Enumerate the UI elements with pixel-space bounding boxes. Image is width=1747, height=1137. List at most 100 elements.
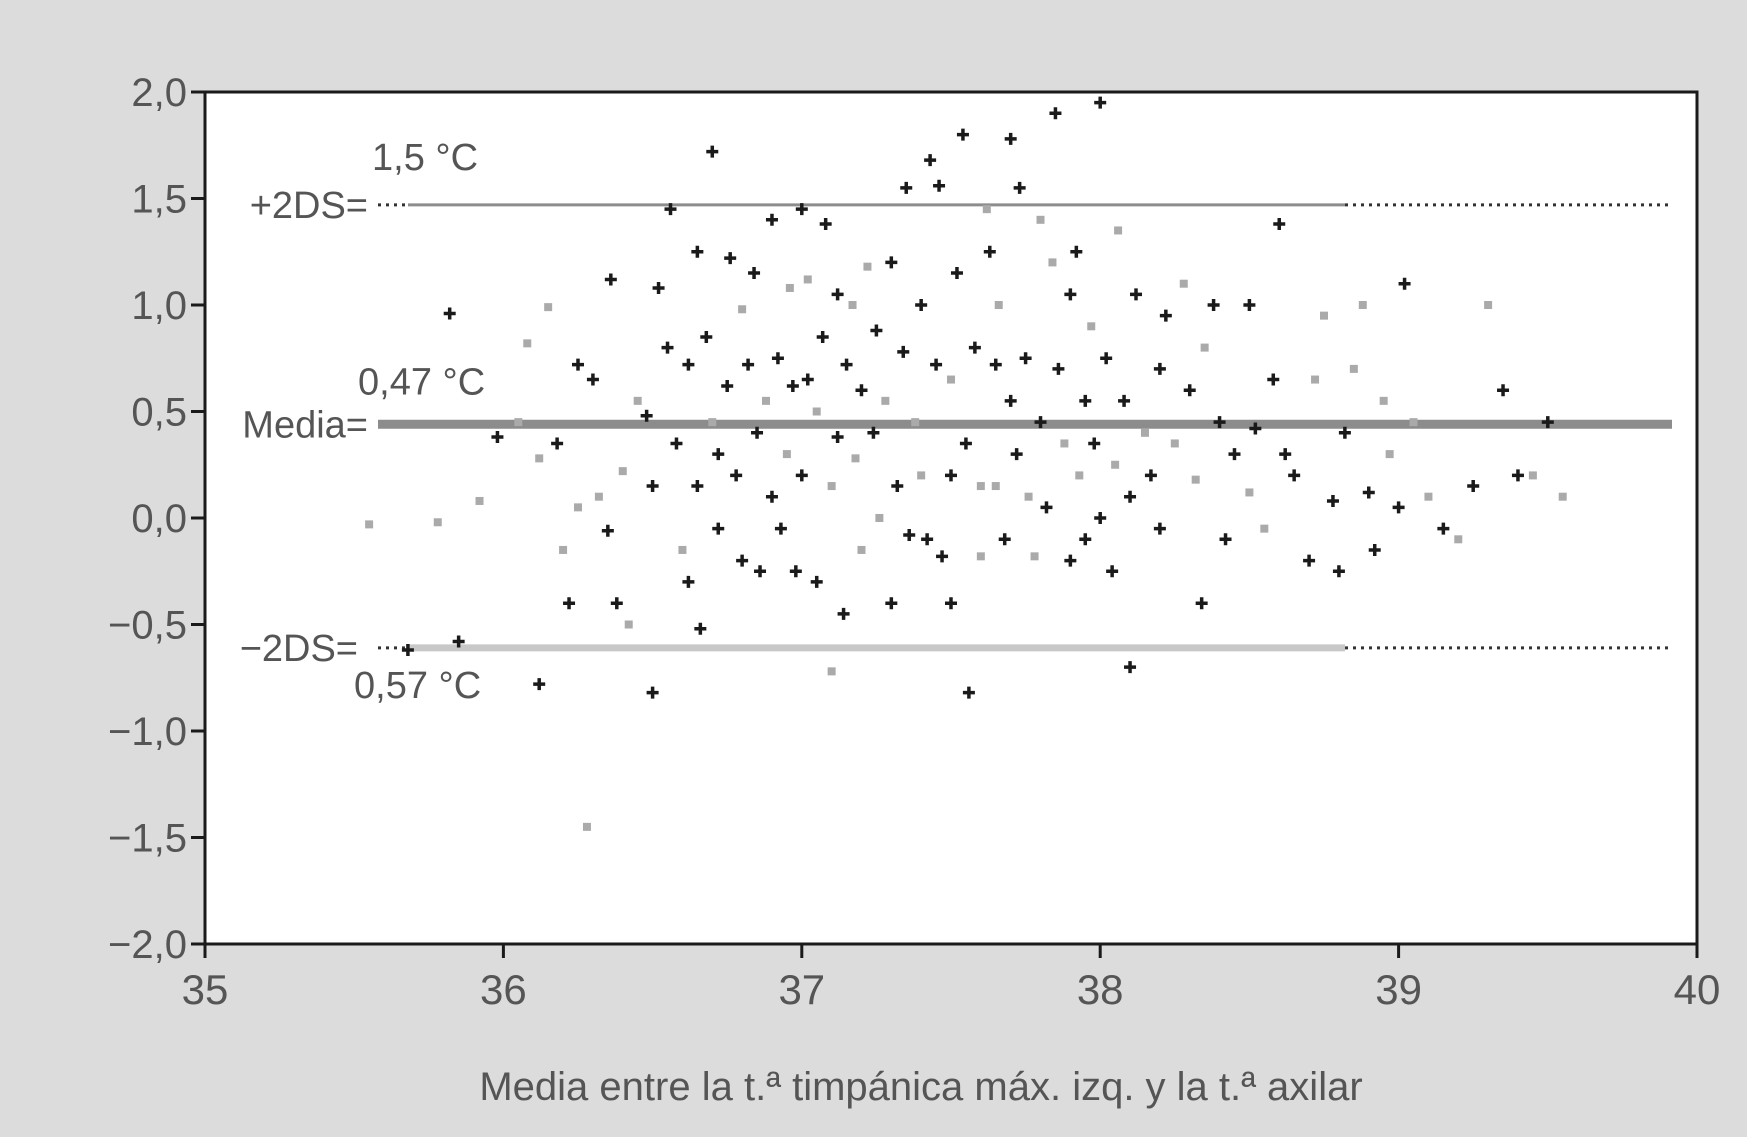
data-point	[1191, 475, 1200, 484]
data-point	[365, 520, 374, 529]
data-point	[1179, 279, 1188, 288]
data-point	[433, 518, 442, 527]
y-tick-label: −1,5	[108, 817, 187, 861]
data-point	[1004, 132, 1017, 145]
data-point	[976, 482, 985, 491]
data-point	[771, 352, 784, 365]
data-point	[1528, 471, 1537, 480]
data-point	[748, 267, 761, 280]
data-point	[786, 379, 799, 392]
data-point	[803, 275, 812, 284]
data-point	[968, 341, 981, 354]
data-point	[930, 358, 943, 371]
y-tick-label: 2,0	[131, 71, 187, 115]
data-point	[1454, 535, 1463, 544]
data-point	[618, 467, 627, 476]
data-point	[1070, 245, 1083, 258]
data-point	[712, 522, 725, 535]
reference-label-upper: +2DS=	[250, 185, 368, 227]
data-point	[1010, 448, 1023, 461]
data-point	[1153, 522, 1166, 535]
data-point	[691, 480, 704, 493]
data-point	[1398, 277, 1411, 290]
data-point	[1311, 375, 1320, 384]
data-point	[1195, 597, 1208, 610]
data-point	[533, 678, 546, 691]
data-point	[976, 552, 985, 561]
data-point	[1497, 384, 1510, 397]
data-point	[1484, 301, 1493, 309]
data-point	[1094, 512, 1107, 524]
data-point	[863, 262, 872, 271]
data-point	[1362, 486, 1375, 499]
reference-value-lower: 0,57 °C	[354, 665, 481, 707]
data-point	[885, 597, 898, 610]
data-point	[604, 273, 617, 286]
data-point	[998, 533, 1011, 546]
data-point	[1088, 437, 1101, 450]
data-point	[633, 396, 642, 405]
data-point	[678, 545, 687, 554]
data-point	[831, 431, 844, 444]
data-point	[708, 418, 717, 427]
data-point	[443, 307, 456, 320]
data-point	[950, 267, 963, 280]
data-point	[738, 305, 747, 314]
data-point	[1159, 309, 1172, 322]
data-point	[661, 341, 674, 354]
reference-lines: +2DS=1,5 °C Media=0,47 °C −2DS=0,57 °C	[240, 137, 1672, 707]
data-point	[535, 454, 544, 463]
data-point	[574, 503, 582, 512]
data-point	[586, 373, 599, 386]
data-point	[1558, 492, 1567, 501]
data-point	[994, 301, 1003, 309]
data-point	[956, 128, 969, 141]
data-point	[401, 644, 414, 657]
data-point	[1111, 460, 1120, 469]
data-point	[1170, 439, 1179, 448]
data-point	[736, 554, 749, 567]
data-point	[640, 409, 653, 422]
data-point	[1030, 552, 1039, 561]
data-point	[837, 607, 850, 620]
data-point	[1040, 501, 1053, 514]
data-point	[1467, 480, 1480, 493]
data-point	[1153, 362, 1166, 375]
data-point	[1094, 96, 1107, 109]
data-point	[774, 522, 787, 535]
data-point	[827, 667, 836, 676]
data-point	[1087, 322, 1096, 331]
data-point	[1064, 554, 1077, 567]
data-point	[544, 303, 553, 312]
data-point	[936, 550, 949, 563]
x-axis-label: Media entre la t.ª timpánica máx. izq. y…	[479, 1065, 1362, 1109]
data-point	[1349, 364, 1358, 373]
reference-label-lower: −2DS=	[240, 628, 358, 670]
data-point	[551, 437, 564, 450]
data-point	[742, 358, 755, 371]
data-point	[1106, 565, 1119, 578]
data-point	[1267, 373, 1280, 386]
data-point	[1024, 492, 1033, 501]
data-point	[924, 154, 937, 167]
data-point	[1228, 448, 1241, 461]
data-point	[563, 597, 576, 610]
data-point	[921, 533, 934, 546]
data-point	[1219, 533, 1232, 546]
data-point	[761, 396, 770, 405]
data-point	[785, 283, 794, 292]
data-point	[682, 575, 695, 588]
data-point	[1213, 416, 1226, 429]
data-point	[857, 545, 866, 554]
data-point	[1114, 226, 1123, 235]
data-point	[959, 437, 972, 450]
data-point	[915, 299, 928, 311]
y-tick-label: 0,0	[131, 497, 187, 541]
data-point	[523, 339, 532, 348]
x-tick-label: 37	[778, 966, 825, 1013]
data-point	[1424, 492, 1433, 501]
plot-area	[205, 92, 1697, 944]
data-point	[945, 597, 957, 610]
data-point	[1338, 426, 1351, 439]
